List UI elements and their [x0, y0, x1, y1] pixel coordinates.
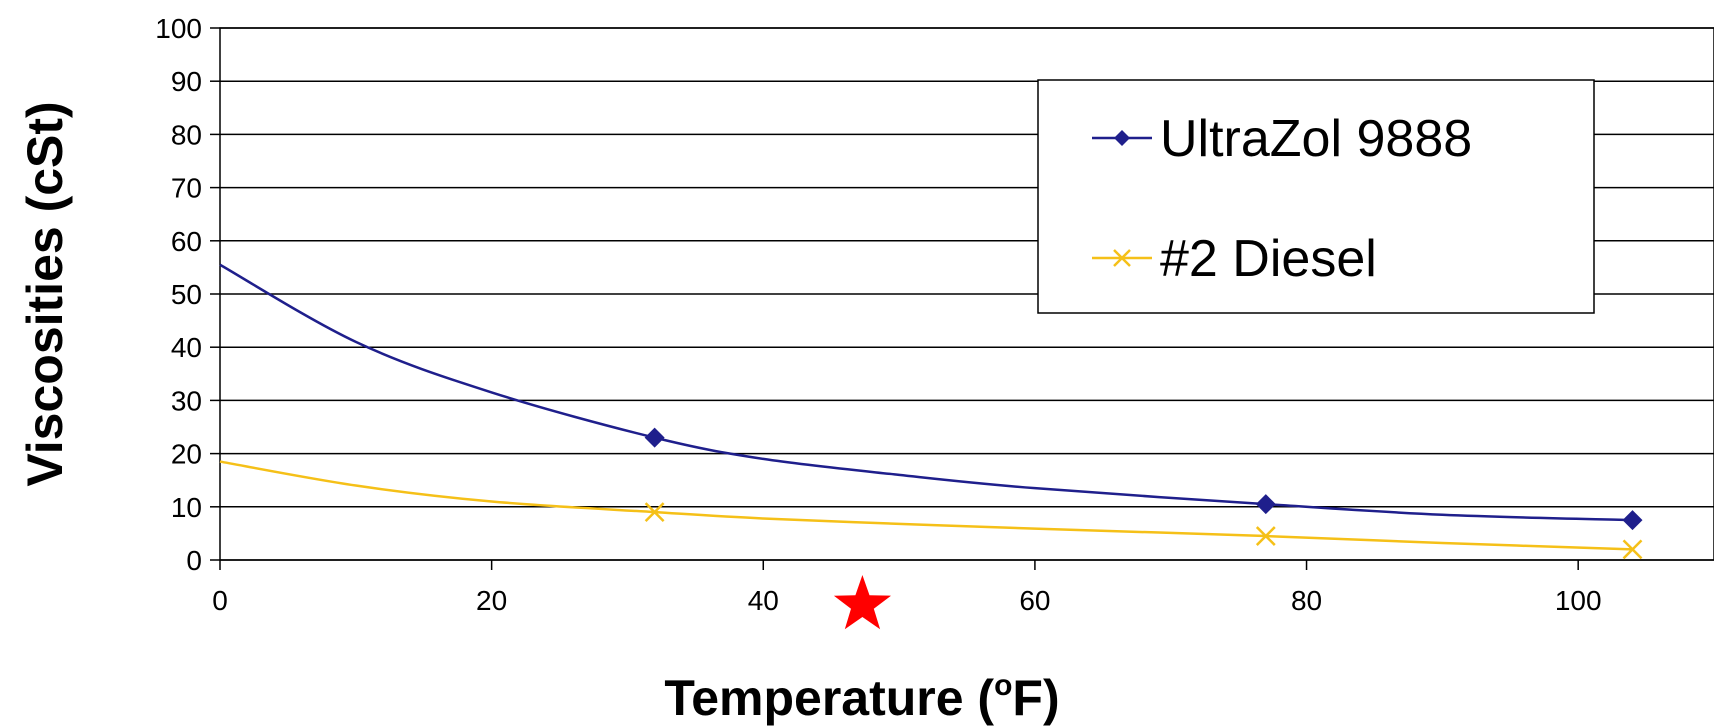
y-axis-title: Viscosities (cSt)	[17, 101, 73, 486]
y-tick-label: 50	[171, 279, 202, 310]
data-point-x	[1255, 526, 1276, 546]
x-tick-label: 40	[748, 585, 779, 616]
legend-item-ultrazol: UltraZol 9888	[1092, 110, 1472, 168]
data-point-diamond	[644, 427, 665, 448]
y-tick-label: 60	[171, 226, 202, 257]
data-point-x	[1622, 539, 1643, 560]
legend-label-ultrazol: UltraZol 9888	[1160, 110, 1472, 168]
y-tick-label: 10	[171, 492, 202, 523]
x-tick-label: 0	[212, 585, 228, 616]
y-tick-label: 90	[171, 66, 202, 97]
series-line-1	[219, 460, 1633, 551]
x-tick-label: 100	[1555, 585, 1602, 616]
y-tick-label: 20	[171, 439, 202, 470]
legend-x-icon	[1113, 249, 1131, 267]
x-tick-label: 60	[1019, 585, 1050, 616]
y-tick-label: 30	[171, 385, 202, 416]
y-tick-label: 70	[171, 173, 202, 204]
y-tick-label: 100	[155, 13, 202, 44]
x-axis-title: Temperature (oF)	[664, 669, 1059, 726]
x-tick-label: 20	[476, 585, 507, 616]
y-axis-ticks: 0 10 20 30 40 50 60 70 80 90 100	[155, 13, 220, 576]
data-point-diamond	[1622, 510, 1643, 531]
data-point-diamond	[1255, 494, 1276, 515]
x-axis-title-degree: o	[994, 669, 1012, 702]
x-axis-ticks: 0 20 40 60 80 100	[212, 560, 1602, 616]
star-icon	[833, 575, 891, 630]
x-axis-title-main: Temperature (	[664, 670, 994, 726]
legend: UltraZol 9888 #2 Diesel	[1037, 79, 1595, 314]
y-tick-label: 40	[171, 332, 202, 363]
y-tick-label: 0	[186, 545, 202, 576]
data-point-x	[644, 502, 665, 523]
x-tick-label: 80	[1291, 585, 1322, 616]
series-lines	[219, 263, 1633, 551]
x-axis-title-unit: F)	[1012, 670, 1059, 726]
series-markers	[644, 427, 1643, 560]
annotation	[833, 575, 891, 630]
legend-item-diesel: #2 Diesel	[1092, 230, 1377, 288]
legend-label-diesel: #2 Diesel	[1160, 230, 1377, 288]
series-line-0	[219, 263, 1633, 522]
y-tick-label: 80	[171, 119, 202, 150]
legend-diamond-icon	[1114, 130, 1130, 146]
